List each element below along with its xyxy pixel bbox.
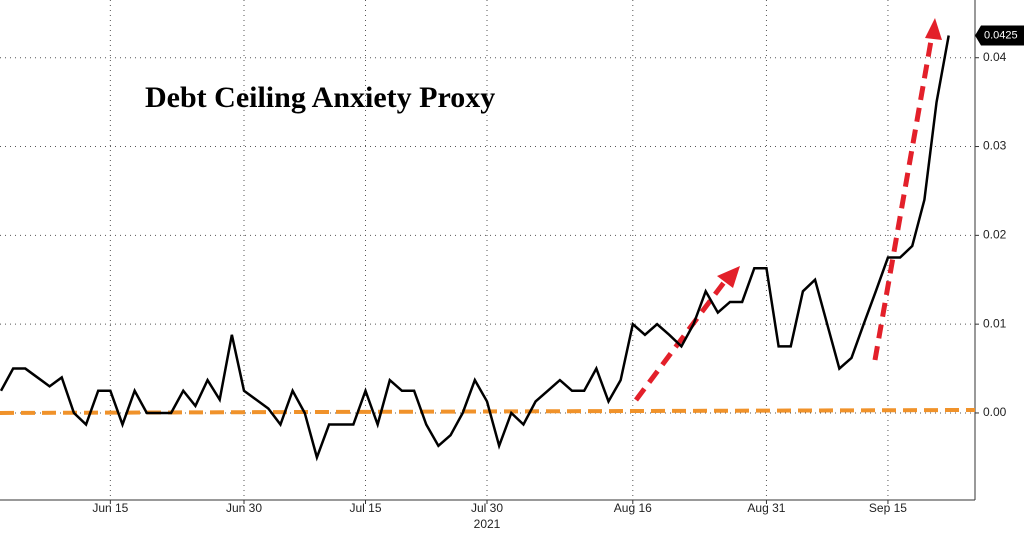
arrow-shaft bbox=[633, 275, 731, 402]
x-axis-label: 2021 bbox=[474, 517, 501, 531]
y-tick-label: 0.03 bbox=[983, 139, 1007, 153]
arrow-head bbox=[717, 266, 740, 288]
x-tick-label: Aug 16 bbox=[614, 501, 652, 515]
x-tick-label: Jun 30 bbox=[226, 501, 262, 515]
arrow-head bbox=[925, 18, 942, 40]
x-tick-label: Jun 15 bbox=[92, 501, 128, 515]
y-tick-label: 0.01 bbox=[983, 316, 1007, 330]
data-line bbox=[0, 35, 950, 462]
x-tick-label: Sep 15 bbox=[869, 501, 907, 515]
chart-title: Debt Ceiling Anxiety Proxy bbox=[145, 81, 495, 114]
last-value-box bbox=[975, 25, 1024, 46]
x-tick-label: Jul 30 bbox=[471, 501, 503, 515]
annotation-arrows bbox=[633, 34, 935, 402]
reference-line bbox=[0, 407, 976, 415]
x-tick-label: Aug 31 bbox=[747, 501, 785, 515]
y-tick-label: 0.04 bbox=[983, 50, 1007, 64]
y-tick-label: 0.00 bbox=[983, 405, 1007, 419]
last-value-label: 0.0425 bbox=[984, 29, 1018, 41]
y-tick-label: 0.02 bbox=[983, 228, 1007, 242]
x-tick-label: Jul 15 bbox=[349, 501, 381, 515]
arrow-shaft bbox=[872, 34, 935, 361]
